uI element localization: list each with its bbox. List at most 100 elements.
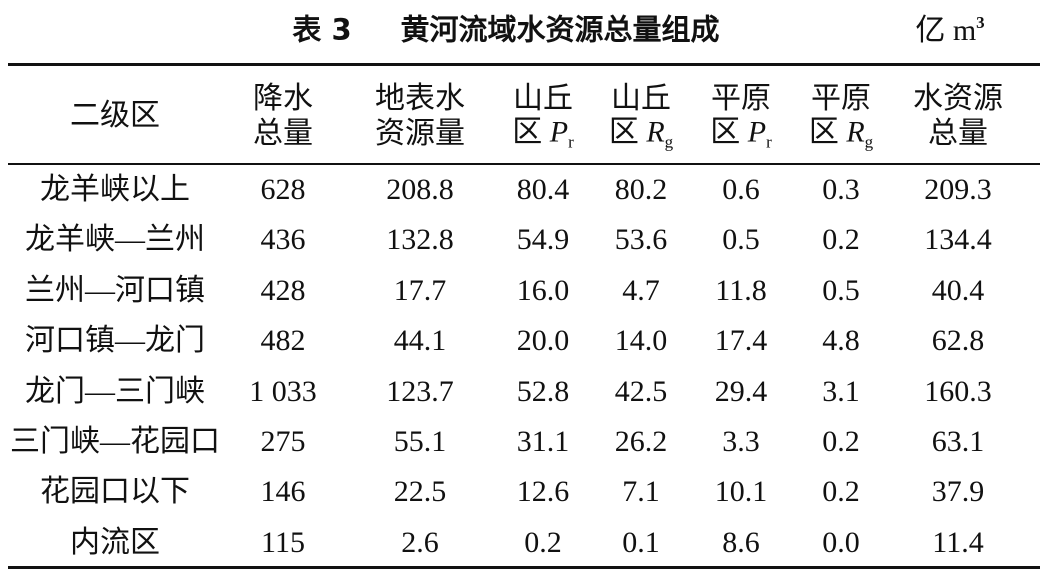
cell: 10.1 bbox=[714, 475, 768, 509]
cell: 42.5 bbox=[614, 374, 668, 408]
header-text: 总量 bbox=[253, 117, 313, 150]
cell: 134.4 bbox=[924, 223, 992, 257]
cell: 436 bbox=[260, 223, 306, 257]
cell: 55.1 bbox=[393, 425, 447, 458]
header-cell: 山丘 bbox=[611, 82, 671, 115]
header-text: 区 bbox=[608, 115, 639, 149]
header-cell: 平原 bbox=[811, 82, 871, 115]
cell: 0.1 bbox=[622, 525, 660, 559]
header-cell: 平原 bbox=[711, 82, 771, 115]
header-cell: 总量 bbox=[928, 119, 988, 149]
cell: 428 bbox=[260, 273, 306, 307]
cell: 0.5 bbox=[822, 273, 860, 307]
header-text: 区 bbox=[512, 115, 543, 149]
cell: 7.1 bbox=[622, 475, 660, 509]
cell: 123.7 bbox=[386, 374, 454, 408]
cell: 80.2 bbox=[614, 173, 668, 206]
cell: 11.8 bbox=[715, 273, 767, 307]
cell: 628 bbox=[260, 173, 306, 206]
header-cell: 地表水 bbox=[375, 82, 465, 115]
header-cell: 山丘 bbox=[513, 82, 573, 115]
cell: 0.0 bbox=[822, 525, 860, 559]
header-cell: 区 Rg bbox=[608, 115, 674, 152]
cell: 22.5 bbox=[393, 475, 447, 509]
header-cell: 二级区 bbox=[70, 99, 160, 132]
cell: 160.3 bbox=[924, 374, 992, 408]
cell: 14.0 bbox=[614, 324, 668, 358]
header-cell: 水资源 bbox=[913, 82, 1003, 115]
cell: 209.3 bbox=[924, 173, 992, 206]
cell: 146 bbox=[260, 475, 306, 509]
cell: 482 bbox=[260, 324, 306, 358]
header-rule bbox=[8, 163, 1040, 165]
cell: 0.2 bbox=[822, 223, 860, 257]
cell: 8.6 bbox=[722, 525, 760, 559]
header-symbol: R bbox=[646, 115, 665, 149]
cell: 53.6 bbox=[614, 223, 668, 257]
cell: 80.4 bbox=[516, 173, 570, 206]
header-symbol: R bbox=[846, 115, 865, 149]
header-text: 总量 bbox=[928, 117, 988, 150]
header-text: 区 bbox=[808, 115, 839, 149]
cell: 31.1 bbox=[516, 425, 570, 458]
cell: 11.4 bbox=[932, 525, 984, 559]
row-label: 三门峡—花园口 bbox=[10, 425, 220, 458]
row-label: 龙羊峡以上 bbox=[40, 173, 190, 206]
cell: 54.9 bbox=[516, 223, 570, 257]
cell: 0.3 bbox=[822, 173, 860, 206]
cell: 63.1 bbox=[931, 425, 985, 458]
cell: 2.6 bbox=[401, 525, 439, 559]
header-cell: 区 Pr bbox=[512, 115, 574, 152]
table-label: 表 3 bbox=[292, 12, 352, 47]
cell: 0.6 bbox=[722, 173, 760, 206]
cell: 3.3 bbox=[722, 425, 760, 458]
header-cell: 总量 bbox=[253, 119, 313, 149]
header-cell: 区 Rg bbox=[808, 115, 874, 152]
cell: 17.4 bbox=[714, 324, 768, 358]
cell: 62.8 bbox=[931, 324, 985, 358]
row-label: 河口镇—龙门 bbox=[25, 324, 205, 358]
header-cell: 资源量 bbox=[375, 119, 465, 149]
header-subscript: r bbox=[766, 132, 772, 152]
top-rule bbox=[8, 63, 1040, 66]
cell: 20.0 bbox=[516, 324, 570, 358]
unit-sup: 3 bbox=[976, 13, 985, 32]
cell: 0.2 bbox=[822, 425, 860, 458]
cell: 115 bbox=[261, 525, 305, 559]
cell: 0.2 bbox=[822, 475, 860, 509]
row-label: 花园口以下 bbox=[40, 475, 190, 509]
cell: 3.1 bbox=[822, 374, 860, 408]
row-label: 内流区 bbox=[70, 525, 160, 559]
row-label: 龙羊峡—兰州 bbox=[25, 223, 205, 257]
cell: 0.5 bbox=[722, 223, 760, 257]
row-label: 龙门—三门峡 bbox=[25, 374, 205, 408]
cell: 0.2 bbox=[524, 525, 562, 559]
cell: 44.1 bbox=[393, 324, 447, 358]
cell: 4.7 bbox=[622, 273, 660, 307]
header-text: 资源量 bbox=[375, 117, 465, 150]
cell: 208.8 bbox=[386, 173, 454, 206]
cell: 132.8 bbox=[386, 223, 454, 257]
row-label: 兰州—河口镇 bbox=[25, 273, 205, 307]
cell: 16.0 bbox=[516, 273, 570, 307]
cell: 12.6 bbox=[516, 475, 570, 509]
unit: 亿 m3 bbox=[915, 14, 984, 46]
cell: 17.7 bbox=[393, 273, 447, 307]
header-subscript: r bbox=[568, 132, 574, 152]
header-symbol: P bbox=[747, 115, 767, 149]
bottom-rule bbox=[8, 566, 1040, 569]
header-symbol: P bbox=[549, 115, 569, 149]
cell: 37.9 bbox=[931, 475, 985, 509]
cell: 1 033 bbox=[249, 374, 317, 408]
cell: 4.8 bbox=[822, 324, 860, 358]
unit-text: 亿 m bbox=[915, 14, 977, 47]
cell: 52.8 bbox=[516, 374, 570, 408]
header-cell: 降水 bbox=[253, 82, 313, 115]
header-text: 区 bbox=[710, 115, 741, 149]
cell: 275 bbox=[260, 425, 306, 458]
header-subscript: g bbox=[864, 132, 874, 152]
header-subscript: g bbox=[664, 132, 674, 152]
table-title: 黄河流域水资源总量组成 bbox=[400, 12, 720, 47]
cell: 29.4 bbox=[714, 374, 768, 408]
